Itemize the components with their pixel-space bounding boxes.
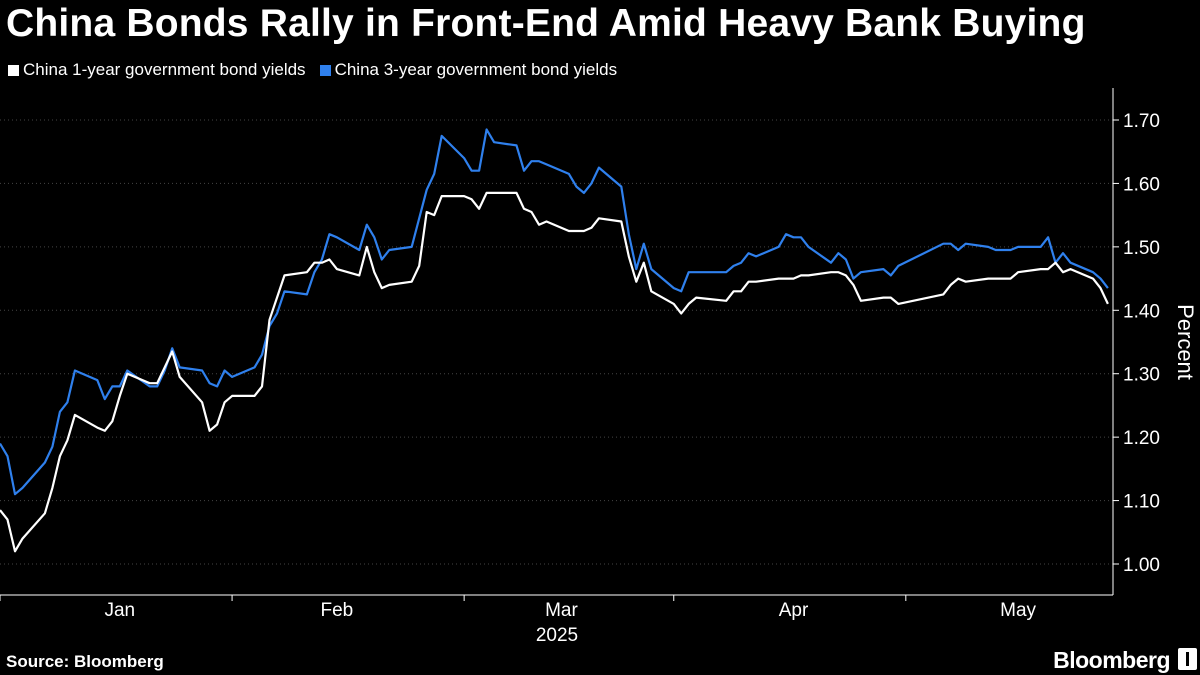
y-tick-label: 1.70: [1123, 111, 1160, 132]
y-tick-label: 1.10: [1123, 492, 1160, 513]
legend-swatch-3y: [319, 64, 331, 76]
x-ticks: Jan Feb Mar Apr May: [0, 595, 1037, 621]
x-tick-label-apr: Apr: [779, 600, 809, 621]
y-tick-label: 1.60: [1123, 174, 1160, 195]
chart-title: China Bonds Rally in Front-End Amid Heav…: [6, 2, 1086, 45]
legend-item-3y: China 3-year government bond yields: [319, 60, 618, 80]
series-line-3y: [0, 128, 1109, 496]
y-tick-label: 1.00: [1123, 555, 1160, 576]
source-value: Bloomberg: [74, 652, 164, 671]
gridlines: [0, 119, 1113, 565]
axes: [0, 88, 1114, 596]
y-tick-label: 1.30: [1123, 365, 1160, 386]
y-tick-label: 1.50: [1123, 238, 1160, 259]
legend-swatch-1y: [8, 64, 19, 76]
x-axis-year-label: 2025: [536, 625, 578, 646]
source-note: Source: Bloomberg: [6, 652, 164, 672]
y-axis-label: Percent: [1173, 304, 1198, 380]
legend-label-1y: China 1-year government bond yields: [23, 60, 306, 79]
series-line-1y: [0, 191, 1109, 553]
series: [0, 128, 1109, 553]
legend-label-3y: China 3-year government bond yields: [334, 60, 618, 79]
bloomberg-terminal-icon: [1178, 648, 1197, 670]
y-tick-label: 1.20: [1123, 428, 1160, 449]
bloomberg-logo: Bloomberg: [1053, 647, 1170, 673]
x-tick-label-may: May: [1000, 600, 1036, 621]
legend-item-1y: China 1-year government bond yields: [8, 60, 306, 80]
x-tick-label-jan: Jan: [104, 600, 135, 621]
x-tick-label-mar: Mar: [545, 600, 578, 621]
source-label: Source:: [6, 652, 70, 671]
y-ticks: 1.00 1.10 1.20 1.30 1.40 1.50 1.60 1.70: [1113, 111, 1160, 576]
y-tick-label: 1.40: [1123, 301, 1160, 322]
chart-legend: China 1-year government bond yields Chin…: [8, 60, 631, 80]
x-tick-label-feb: Feb: [321, 600, 354, 621]
